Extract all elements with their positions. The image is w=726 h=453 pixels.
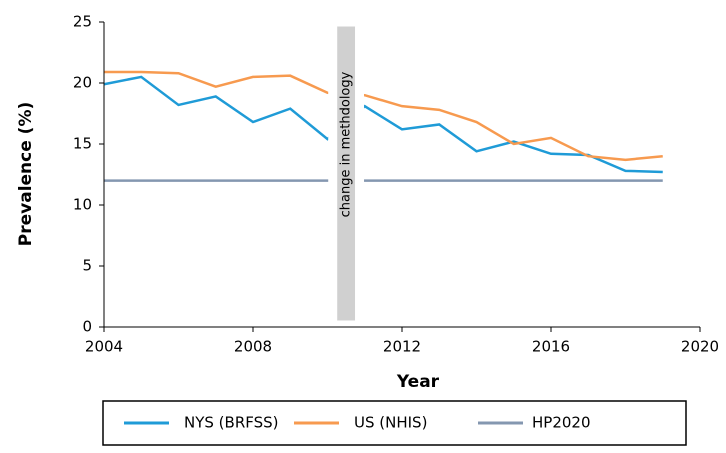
y-axis-label: Prevalence (%) — [16, 102, 36, 246]
y-tick-label: 10 — [73, 196, 92, 214]
x-tick-label: 2004 — [85, 338, 123, 356]
y-tick-label: 25 — [73, 13, 92, 31]
legend-label: US (NHIS) — [354, 414, 427, 432]
legend-box — [102, 400, 687, 446]
legend-label: HP2020 — [532, 414, 591, 432]
y-tick-label: 20 — [73, 74, 92, 92]
x-tick-label: 2008 — [234, 338, 272, 356]
x-tick-label: 2016 — [532, 338, 570, 356]
methodology-band — [328, 17, 365, 330]
series-line — [103, 75, 663, 174]
x-tick-label: 2012 — [383, 338, 421, 356]
y-tick-label: 5 — [82, 257, 92, 275]
y-tick-label: 15 — [73, 135, 92, 153]
x-tick-label: 2020 — [681, 338, 719, 356]
series-line — [104, 70, 663, 162]
x-axis-label: Year — [396, 372, 440, 392]
legend-label: NYS (BRFSS) — [184, 414, 279, 432]
y-tick-label: 0 — [82, 318, 92, 336]
annotation: change in methdology — [339, 71, 354, 217]
